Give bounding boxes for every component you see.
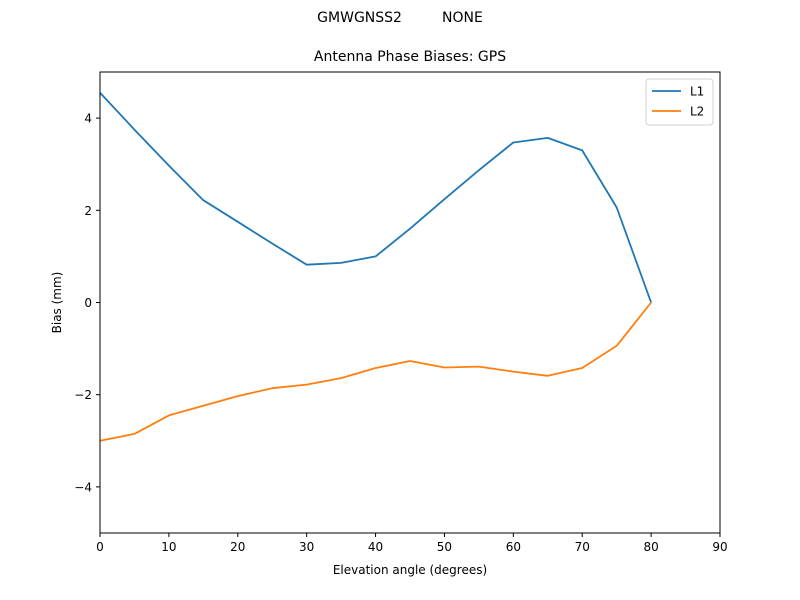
series-l1-line xyxy=(99,92,652,303)
y-tick-label: −4 xyxy=(74,480,92,494)
series-l2-line xyxy=(99,301,652,442)
y-axis: −4 −2 0 2 4 xyxy=(74,112,100,494)
x-axis: 0 10 20 30 40 50 60 70 80 90 xyxy=(96,533,728,554)
x-tick-label: 70 xyxy=(575,540,590,554)
legend-label-l2: L2 xyxy=(690,105,704,119)
legend-label-l1: L1 xyxy=(690,85,704,99)
y-tick-label: 2 xyxy=(84,204,92,218)
x-tick-label: 80 xyxy=(643,540,658,554)
x-tick-label: 30 xyxy=(299,540,314,554)
x-tick-label: 40 xyxy=(368,540,383,554)
y-tick-label: 4 xyxy=(84,112,92,126)
x-tick-label: 60 xyxy=(506,540,521,554)
y-axis-label: Bias (mm) xyxy=(50,272,64,334)
x-tick-label: 50 xyxy=(437,540,452,554)
chart-title: Antenna Phase Biases: GPS xyxy=(313,49,507,65)
x-tick-label: 0 xyxy=(96,540,104,554)
y-tick-label: 0 xyxy=(84,296,92,310)
x-tick-label: 10 xyxy=(161,540,176,554)
axes-frame xyxy=(99,71,721,534)
x-tick-label: 90 xyxy=(712,540,727,554)
x-tick-label: 20 xyxy=(230,540,245,554)
x-axis-label: Elevation angle (degrees) xyxy=(333,563,487,577)
y-tick-label: −2 xyxy=(74,388,92,402)
figure-suptitle: GMWGNSS2 NONE xyxy=(317,10,483,26)
series-layer xyxy=(99,92,652,442)
